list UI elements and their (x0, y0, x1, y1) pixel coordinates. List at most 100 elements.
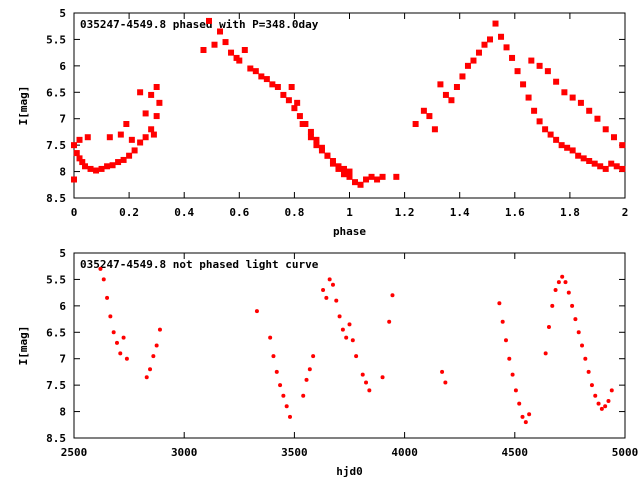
chart-1-data-point (228, 49, 235, 56)
chart-1-data-point (520, 81, 527, 88)
chart-2-data-point (344, 335, 349, 340)
chart-1-data-point (98, 165, 105, 172)
chart-1-data-point (379, 173, 386, 180)
chart-1-x-tick-label: 1.2 (395, 206, 415, 219)
chart-1-data-point (619, 165, 626, 172)
chart-2-data-point (513, 388, 518, 393)
chart-1-data-point (329, 158, 336, 164)
chart-2-data-point (576, 330, 581, 335)
chart-1-data-point (285, 97, 292, 104)
chart-2-data-point (553, 288, 558, 292)
chart-1-data-point (525, 94, 532, 101)
chart-1-data-point (211, 41, 218, 48)
chart-1-data-point (340, 165, 347, 172)
chart-1-x-tick-label: 2 (622, 206, 629, 219)
chart-1-data-point (498, 33, 505, 40)
chart-1-data-point (340, 171, 347, 178)
chart-1-data-point (514, 68, 521, 75)
chart-1-data-point (420, 107, 427, 114)
chart-1-data-point (120, 156, 127, 163)
chart-2-data-point (334, 298, 339, 303)
chart-1-data-point (294, 99, 301, 106)
chart-1-y-tick-label: 5 (59, 7, 66, 20)
chart-1-data-point (307, 128, 314, 135)
chart-1-data-point (569, 94, 576, 101)
chart-2-data-point (364, 380, 369, 385)
chart-2-y-tick-label: 6.5 (46, 326, 66, 339)
chart-1-data-point (142, 110, 149, 117)
chart-1-data-point (575, 152, 582, 159)
chart-2-x-tick-label: 5000 (612, 446, 639, 459)
chart-2-data-point (380, 375, 385, 380)
chart-2-y-tick-label: 7.5 (46, 379, 66, 392)
chart-1-data-point (558, 142, 565, 149)
chart-1-data-point (509, 54, 516, 61)
chart-1-y-tick-label: 7.5 (46, 139, 66, 152)
chart-1-data-point (553, 136, 560, 143)
chart-1-data-point (619, 142, 626, 149)
chart-2-data-point (556, 280, 561, 285)
chart-2-y-tick-label: 5.5 (46, 273, 66, 286)
chart-1-x-axis-label: phase (333, 225, 366, 238)
chart-2-data-point (589, 383, 594, 388)
chart-1-data-point (313, 142, 320, 149)
chart-2-data-point (108, 314, 113, 319)
chart-1-data-point (93, 167, 100, 174)
chart-2-data-point (114, 340, 119, 345)
chart-1-data-point (368, 173, 375, 180)
chart-2-data-point (507, 356, 512, 361)
chart-2-title: 035247-4549.8 not phased light curve (80, 258, 319, 271)
chart-1-data-point (597, 163, 604, 170)
chart-2-data-point (527, 412, 532, 417)
chart-1-data-point (346, 173, 353, 180)
chart-1-data-point (247, 65, 254, 72)
chart-1-data-point (137, 89, 144, 96)
chart-1-data-point (475, 49, 482, 56)
chart-1-data-point (602, 126, 609, 133)
chart-1-y-tick-label: 6.5 (46, 86, 66, 99)
chart-2-data-point (327, 277, 332, 282)
chart-1-y-axis-label: I[mag] (17, 86, 30, 126)
chart-1-data-point (442, 91, 449, 98)
chart-2-y-tick-label: 5 (59, 247, 66, 260)
chart-2-data-point (254, 309, 259, 314)
chart-1-data-point (586, 107, 593, 114)
chart-2-y-tick-label: 8.5 (46, 432, 66, 445)
chart-2-x-tick-label: 3500 (281, 446, 308, 459)
chart-2-data-point (566, 290, 571, 295)
chart-2-data-point (570, 303, 575, 308)
chart-2-x-axis-label: hjd0 (336, 465, 363, 478)
chart-1-data-point (346, 168, 353, 175)
chart-1-data-point (291, 105, 298, 112)
chart-2-x-tick-label: 4000 (391, 446, 418, 459)
chart-1-data-point (142, 134, 149, 141)
chart-2-data-point (583, 356, 588, 361)
chart-2-data-point (157, 327, 162, 332)
chart-1-data-point (481, 41, 488, 48)
chart-1-data-point (106, 134, 113, 141)
chart-2-data-point (98, 266, 103, 271)
chart-2-data-point (546, 325, 551, 329)
chart-1-title: 035247-4549.8 phased with P=348.0day (80, 18, 319, 31)
chart-2-y-tick-label: 6 (59, 300, 66, 313)
chart-1-data-point (222, 39, 229, 46)
chart-1-data-point (608, 160, 615, 167)
chart-2-data-point (550, 303, 555, 308)
chart-1-data-point (503, 44, 510, 51)
chart-1-data-point (553, 78, 560, 85)
chart-1-data-point (547, 131, 554, 138)
chart-1-data-point (393, 173, 400, 180)
chart-2-data-point (330, 282, 335, 287)
chart-1-x-tick-label: 1 (346, 206, 353, 219)
chart-1-data-point (73, 150, 80, 157)
chart-2-data-point (278, 383, 283, 388)
chart-1-data-point (536, 62, 543, 69)
chart-1-data-point (459, 73, 466, 80)
chart-2-y-tick-label: 7 (59, 353, 66, 366)
chart-2-data-point (354, 354, 359, 359)
chart-1-x-tick-label: 1.4 (450, 206, 470, 219)
chart-1-data-point (431, 126, 438, 133)
chart-1-data-point (374, 176, 381, 183)
chart-2-data-point (111, 330, 116, 335)
chart-1-data-point (109, 162, 116, 169)
